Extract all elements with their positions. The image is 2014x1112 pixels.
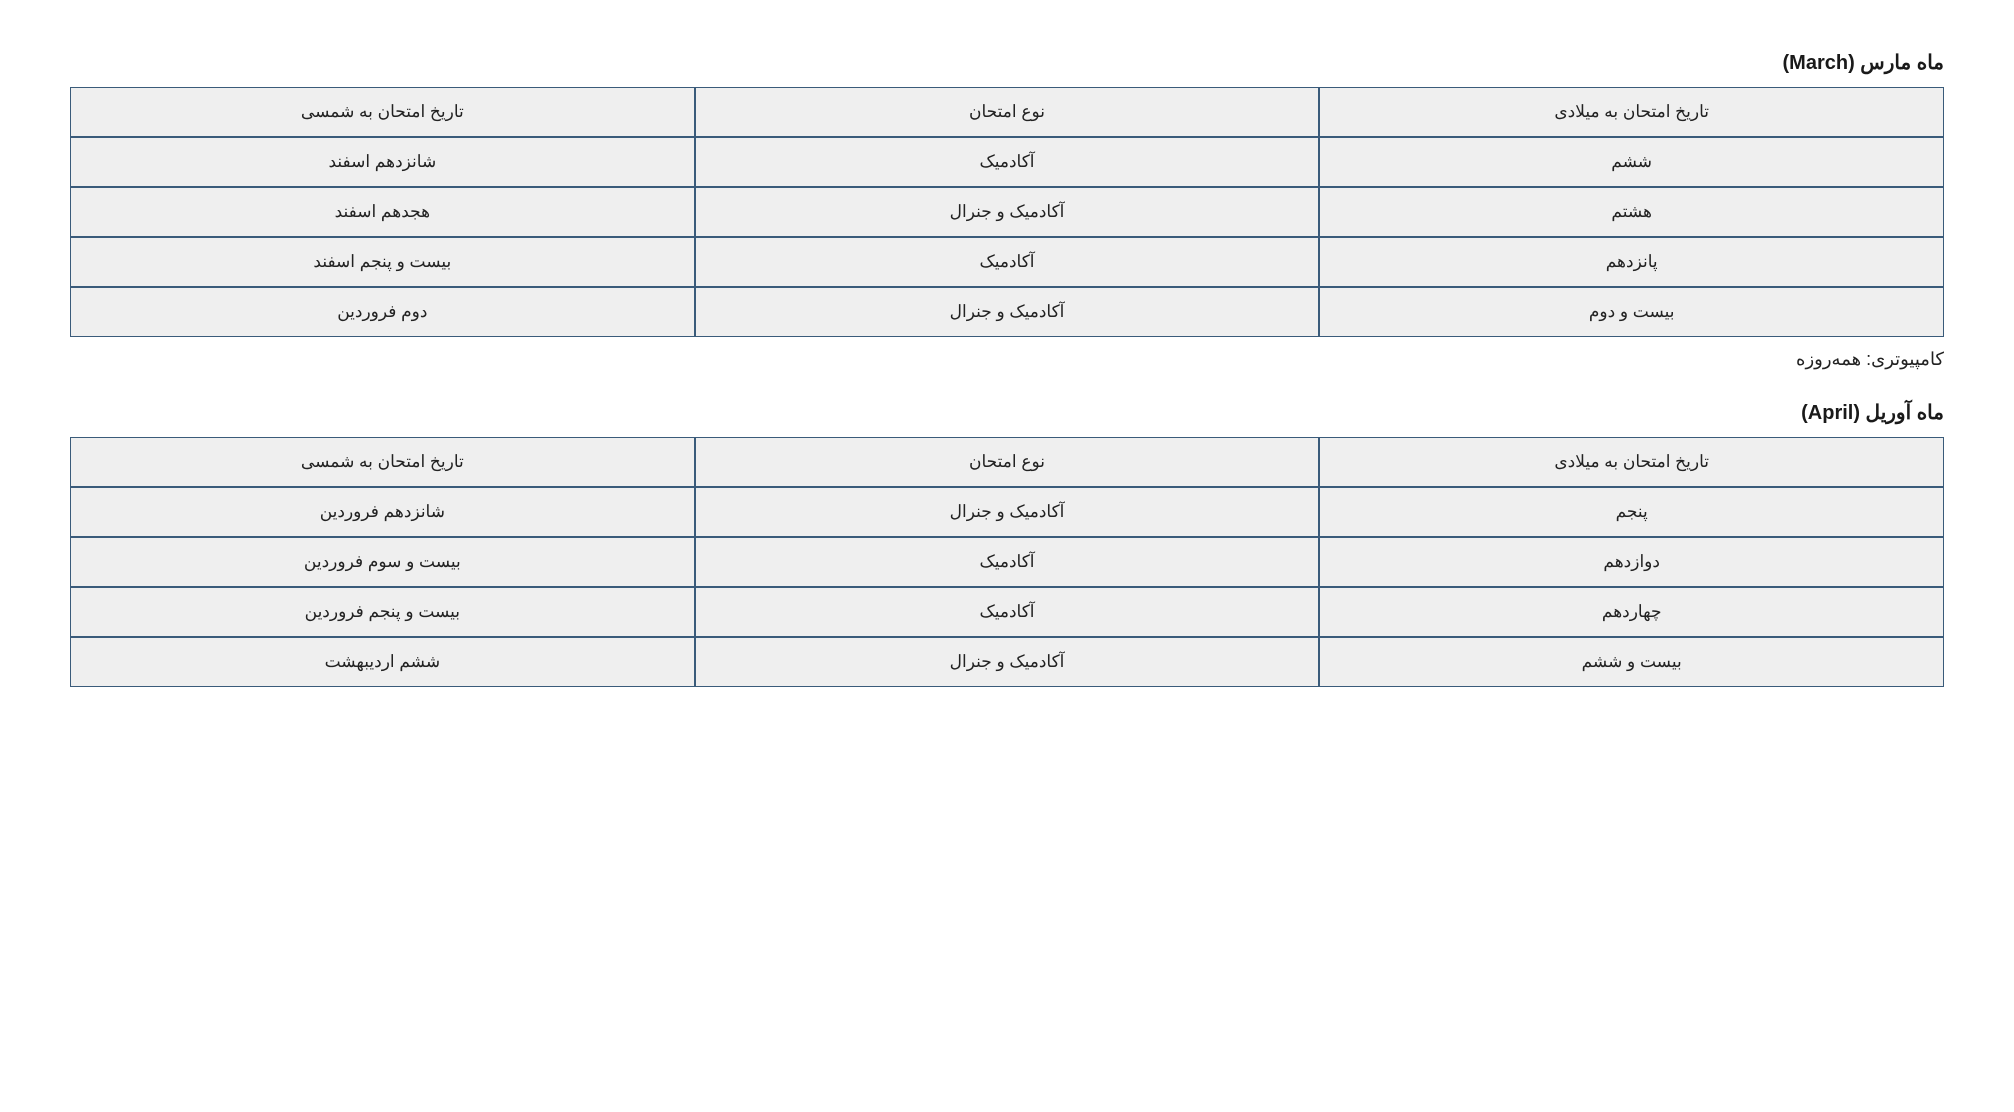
table-row: دوازدهم آکادمیک بیست و سوم فروردین [70, 537, 1944, 587]
cell-shamsi: بیست و سوم فروردین [70, 537, 695, 587]
cell-gregorian: بیست و دوم [1319, 287, 1944, 337]
cell-type: آکادمیک و جنرال [695, 487, 1320, 537]
table-header-row: تاریخ امتحان به میلادی نوع امتحان تاریخ … [70, 87, 1944, 137]
cell-gregorian: ششم [1319, 137, 1944, 187]
cell-gregorian: دوازدهم [1319, 537, 1944, 587]
col-header-type: نوع امتحان [695, 87, 1320, 137]
table-march: تاریخ امتحان به میلادی نوع امتحان تاریخ … [70, 87, 1944, 337]
cell-type: آکادمیک و جنرال [695, 187, 1320, 237]
table-row: پنجم آکادمیک و جنرال شانزدهم فروردین [70, 487, 1944, 537]
table-row: بیست و ششم آکادمیک و جنرال ششم اردیبهشت [70, 637, 1944, 687]
cell-shamsi: ششم اردیبهشت [70, 637, 695, 687]
table-header-row: تاریخ امتحان به میلادی نوع امتحان تاریخ … [70, 437, 1944, 487]
cell-type: آکادمیک [695, 587, 1320, 637]
cell-gregorian: چهاردهم [1319, 587, 1944, 637]
col-header-type: نوع امتحان [695, 437, 1320, 487]
cell-type: آکادمیک و جنرال [695, 287, 1320, 337]
cell-shamsi: بیست و پنجم فروردین [70, 587, 695, 637]
table-row: هشتم آکادمیک و جنرال هجدهم اسفند [70, 187, 1944, 237]
cell-gregorian: پنجم [1319, 487, 1944, 537]
col-header-gregorian: تاریخ امتحان به میلادی [1319, 437, 1944, 487]
cell-gregorian: پانزدهم [1319, 237, 1944, 287]
table-row: ششم آکادمیک شانزدهم اسفند [70, 137, 1944, 187]
note-march: کامپیوتری: همه‌روزه [70, 349, 1944, 370]
table-april: تاریخ امتحان به میلادی نوع امتحان تاریخ … [70, 437, 1944, 687]
col-header-shamsi: تاریخ امتحان به شمسی [70, 437, 695, 487]
section-title-april: ماه آوریل (April) [70, 400, 1944, 425]
cell-type: آکادمیک و جنرال [695, 637, 1320, 687]
cell-gregorian: هشتم [1319, 187, 1944, 237]
cell-type: آکادمیک [695, 537, 1320, 587]
cell-shamsi: شانزدهم فروردین [70, 487, 695, 537]
col-header-shamsi: تاریخ امتحان به شمسی [70, 87, 695, 137]
table-row: پانزدهم آکادمیک بیست و پنجم اسفند [70, 237, 1944, 287]
table-row: چهاردهم آکادمیک بیست و پنجم فروردین [70, 587, 1944, 637]
table-row: بیست و دوم آکادمیک و جنرال دوم فروردین [70, 287, 1944, 337]
col-header-gregorian: تاریخ امتحان به میلادی [1319, 87, 1944, 137]
cell-shamsi: دوم فروردین [70, 287, 695, 337]
cell-gregorian: بیست و ششم [1319, 637, 1944, 687]
cell-shamsi: شانزدهم اسفند [70, 137, 695, 187]
cell-type: آکادمیک [695, 137, 1320, 187]
section-title-march: ماه مارس (March) [70, 50, 1944, 75]
cell-type: آکادمیک [695, 237, 1320, 287]
cell-shamsi: هجدهم اسفند [70, 187, 695, 237]
cell-shamsi: بیست و پنجم اسفند [70, 237, 695, 287]
